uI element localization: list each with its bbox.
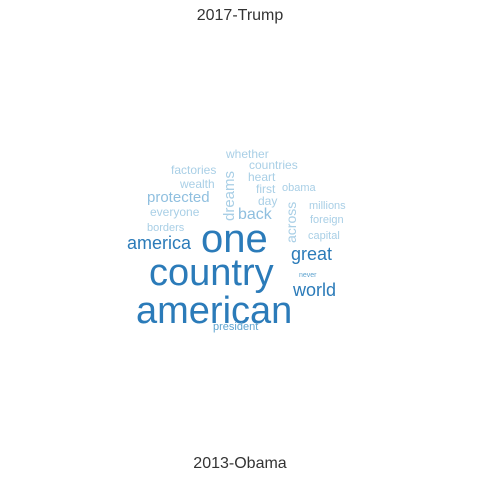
word-one: one (201, 217, 268, 261)
word-millions: millions (309, 200, 346, 212)
word-never: never (299, 272, 317, 279)
word-great: great (291, 244, 333, 264)
word-borders: borders (147, 222, 185, 234)
word-heart: heart (248, 170, 276, 184)
word-factories: factories (171, 163, 217, 177)
word-day: day (258, 194, 278, 208)
word-america: america (127, 233, 192, 253)
word-countries: countries (249, 158, 298, 172)
word-obama: obama (282, 182, 316, 194)
word-country: country (149, 252, 274, 294)
word-capital: capital (308, 230, 340, 242)
word-president: president (213, 321, 259, 333)
word-foreign: foreign (310, 214, 344, 226)
word-everyone: everyone (150, 205, 200, 219)
word-across: across (283, 201, 299, 243)
word-protected: protected (147, 189, 210, 206)
word-american: american (136, 290, 293, 332)
word-whether: whether (226, 147, 269, 161)
top-title: 2017-Trump (196, 7, 284, 24)
word-wealth: wealth (180, 177, 215, 191)
word-back: back (238, 206, 272, 223)
word-world: world (293, 280, 337, 300)
word-dreams: dreams (221, 170, 238, 221)
bottom-title: 2013-Obama (193, 455, 287, 472)
word-first: first (256, 182, 276, 196)
